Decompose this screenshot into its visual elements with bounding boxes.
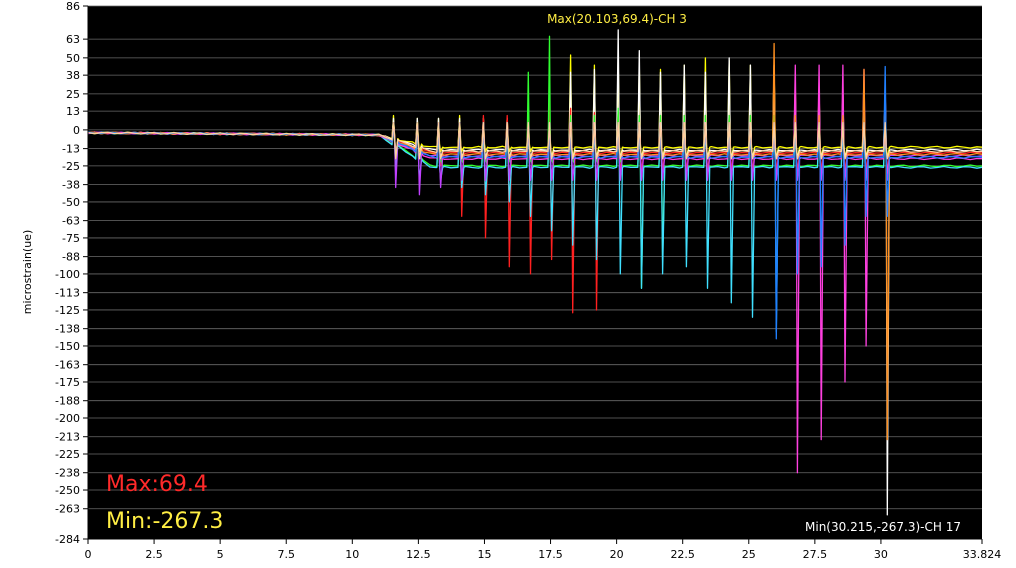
y-tick-label: 38 xyxy=(66,69,80,82)
x-tick-label: 15 xyxy=(477,548,491,561)
y-axis-label: microstrain(ue) xyxy=(21,230,34,315)
x-axis: 0 2.5 5 7.5 10 12.5 15 17.5 20 22.5 25 27.5 30 33.824 xyxy=(85,538,1002,561)
y-tick-label: 13 xyxy=(66,105,80,118)
y-tick-label: -163 xyxy=(55,359,80,372)
y-axis: 86 63 50 38 25 13 0 -13 -25 -38 -50 -63 -75 -88 -100 -1… xyxy=(55,0,89,546)
y-tick-label: -113 xyxy=(55,287,80,300)
max-point-annotation: Max(20.103,69.4)-CH 3 xyxy=(547,12,687,26)
min-point-annotation: Min(30.215,-267.3)-CH 17 xyxy=(805,520,961,534)
y-tick-label: -25 xyxy=(62,160,80,173)
x-tick-label: 0 xyxy=(85,548,92,561)
series-lines xyxy=(87,29,983,516)
y-tick-label: -138 xyxy=(55,323,80,336)
y-tick-label: -13 xyxy=(62,143,80,156)
plot-background xyxy=(88,6,982,539)
y-tick-label: 50 xyxy=(66,52,80,65)
x-tick-label: 5 xyxy=(217,548,224,561)
y-tick-label: -225 xyxy=(55,448,80,461)
y-tick-label: 25 xyxy=(66,88,80,101)
max-summary-label: Max:69.4 xyxy=(106,472,208,497)
x-tick-label: 25 xyxy=(742,548,756,561)
y-tick-label: -125 xyxy=(55,304,80,317)
x-tick-label: 2.5 xyxy=(145,548,163,561)
x-tick-label: 27.5 xyxy=(803,548,828,561)
x-tick-label: 7.5 xyxy=(277,548,295,561)
x-tick-label: 10 xyxy=(345,548,359,561)
y-tick-label: -38 xyxy=(62,179,80,192)
y-tick-label: -175 xyxy=(55,376,80,389)
y-tick-label: -263 xyxy=(55,503,80,516)
x-tick-label: 33.824 xyxy=(963,548,1002,561)
y-tick-label: 63 xyxy=(66,33,80,46)
y-tick-label: -238 xyxy=(55,467,80,480)
x-tick-label: 30 xyxy=(874,548,888,561)
y-tick-label: -50 xyxy=(62,196,80,209)
series-line xyxy=(87,122,983,160)
y-tick-label: -250 xyxy=(55,484,80,497)
y-tick-label: -200 xyxy=(55,412,80,425)
x-tick-label: 12.5 xyxy=(406,548,431,561)
y-tick-label: 0 xyxy=(73,124,80,137)
y-tick-label: -88 xyxy=(62,251,80,264)
y-tick-label: -75 xyxy=(62,232,80,245)
y-tick-label: -63 xyxy=(62,215,80,228)
x-tick-label: 22.5 xyxy=(670,548,695,561)
y-tick-label: -188 xyxy=(55,395,80,408)
x-tick-label: 17.5 xyxy=(538,548,563,561)
x-tick-label: 20 xyxy=(610,548,624,561)
y-tick-label: 86 xyxy=(66,0,80,13)
y-tick-label: -100 xyxy=(55,268,80,281)
y-tick-label: -213 xyxy=(55,431,80,444)
y-tick-label: -150 xyxy=(55,340,80,353)
y-tick-label: -284 xyxy=(55,533,80,546)
min-summary-label: Min:-267.3 xyxy=(106,509,223,534)
